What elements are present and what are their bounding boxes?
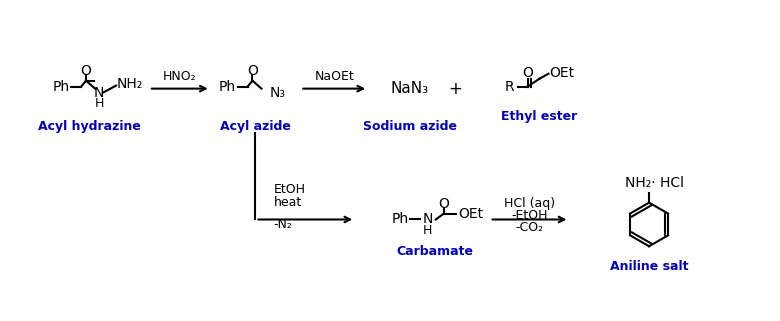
Text: Ph: Ph	[392, 213, 409, 227]
Text: HNO₂: HNO₂	[163, 70, 197, 83]
Text: Acyl azide: Acyl azide	[220, 120, 291, 133]
Text: OEt: OEt	[549, 66, 575, 80]
Text: NH₂· HCl: NH₂· HCl	[625, 176, 683, 190]
Text: O: O	[522, 66, 533, 80]
Text: O: O	[438, 197, 449, 211]
Text: heat: heat	[274, 196, 302, 209]
Text: NaN₃: NaN₃	[391, 81, 429, 96]
Text: N: N	[94, 86, 105, 100]
Text: +: +	[448, 80, 462, 98]
Text: H: H	[94, 97, 104, 110]
Text: O: O	[80, 64, 91, 78]
Text: NH₂: NH₂	[117, 77, 144, 91]
Text: O: O	[247, 64, 258, 78]
Text: Ethyl ester: Ethyl ester	[502, 110, 578, 123]
Text: OEt: OEt	[458, 206, 483, 221]
Text: Sodium azide: Sodium azide	[363, 120, 457, 133]
Text: Ph: Ph	[219, 80, 236, 94]
Text: R: R	[505, 80, 514, 94]
Text: EtOH: EtOH	[274, 183, 306, 196]
Text: N: N	[423, 213, 433, 227]
Text: Carbamate: Carbamate	[396, 245, 473, 258]
Text: -EtOH: -EtOH	[511, 209, 548, 222]
Text: -N₂: -N₂	[274, 218, 292, 231]
Text: Acyl hydrazine: Acyl hydrazine	[37, 120, 140, 133]
Text: -CO₂: -CO₂	[516, 221, 544, 234]
Text: NaOEt: NaOEt	[314, 70, 354, 83]
Text: N₃: N₃	[269, 86, 285, 100]
Text: Aniline salt: Aniline salt	[610, 260, 688, 273]
Text: HCl (aq): HCl (aq)	[504, 197, 555, 210]
Text: Ph: Ph	[52, 80, 69, 94]
Text: H: H	[424, 224, 433, 237]
